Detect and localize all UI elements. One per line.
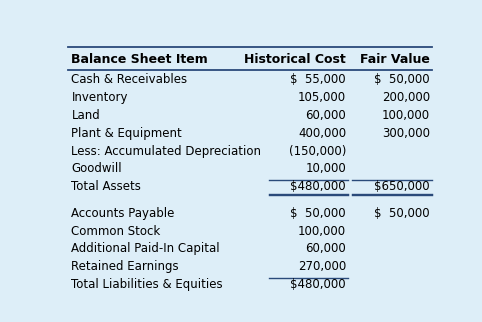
Text: 10,000: 10,000 [305,162,346,175]
Text: 100,000: 100,000 [298,225,346,238]
Text: 100,000: 100,000 [382,109,430,122]
Text: 60,000: 60,000 [305,109,346,122]
Text: 300,000: 300,000 [382,127,430,140]
Text: 270,000: 270,000 [298,260,346,273]
Text: Goodwill: Goodwill [71,162,122,175]
Text: Historical Cost: Historical Cost [244,53,346,66]
Text: $  50,000: $ 50,000 [375,207,430,220]
Text: (150,000): (150,000) [289,145,346,157]
Text: Fair Value: Fair Value [360,53,430,66]
Text: $  50,000: $ 50,000 [290,207,346,220]
Text: 60,000: 60,000 [305,242,346,255]
Text: $480,000: $480,000 [290,180,346,193]
Text: 105,000: 105,000 [298,91,346,104]
Text: Total Assets: Total Assets [71,180,141,193]
Text: Less: Accumulated Depreciation: Less: Accumulated Depreciation [71,145,261,157]
Text: Cash & Receivables: Cash & Receivables [71,73,187,86]
Text: Total Liabilities & Equities: Total Liabilities & Equities [71,278,223,291]
Text: Common Stock: Common Stock [71,225,161,238]
Text: Accounts Payable: Accounts Payable [71,207,175,220]
Text: Additional Paid-In Capital: Additional Paid-In Capital [71,242,220,255]
Text: $650,000: $650,000 [375,180,430,193]
Text: Balance Sheet Item: Balance Sheet Item [71,53,208,66]
Text: 400,000: 400,000 [298,127,346,140]
Text: $480,000: $480,000 [290,278,346,291]
Text: Plant & Equipment: Plant & Equipment [71,127,182,140]
Text: $  55,000: $ 55,000 [290,73,346,86]
Text: $  50,000: $ 50,000 [375,73,430,86]
Text: Retained Earnings: Retained Earnings [71,260,179,273]
Text: Inventory: Inventory [71,91,128,104]
Text: Land: Land [71,109,100,122]
Text: 200,000: 200,000 [382,91,430,104]
